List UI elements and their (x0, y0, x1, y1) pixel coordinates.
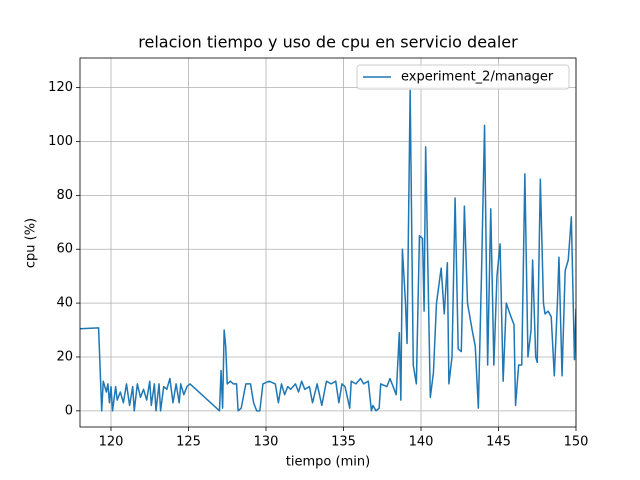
x-tick-label: 145 (486, 435, 511, 450)
plot (80, 89, 576, 412)
y-tick-label: 60 (56, 242, 73, 257)
chart-title: relacion tiempo y uso de cpu en servicio… (138, 33, 518, 52)
line (80, 89, 576, 412)
y-axis-label: cpu (%) (24, 218, 39, 268)
y-tick-label: 80 (56, 188, 73, 203)
y-tick-label: 120 (48, 80, 73, 95)
x-tick-label: 130 (254, 435, 279, 450)
y-tick-label: 20 (56, 349, 73, 364)
legend-box (356, 64, 570, 90)
plot-frame (79, 57, 577, 428)
y-tick-label: 0 (65, 403, 73, 418)
x-tick-label: 150 (564, 435, 589, 450)
x-tick-label: 120 (99, 435, 124, 450)
y-tick-label: 40 (56, 296, 73, 311)
x-axis-label: tiempo (min) (286, 455, 370, 470)
x-tick-label: 135 (331, 435, 356, 450)
y-tick-label: 100 (48, 134, 73, 149)
x-tick-label: 125 (176, 435, 201, 450)
legend-label: experiment_2/manager (401, 70, 554, 85)
x-tick-label: 140 (409, 435, 434, 450)
